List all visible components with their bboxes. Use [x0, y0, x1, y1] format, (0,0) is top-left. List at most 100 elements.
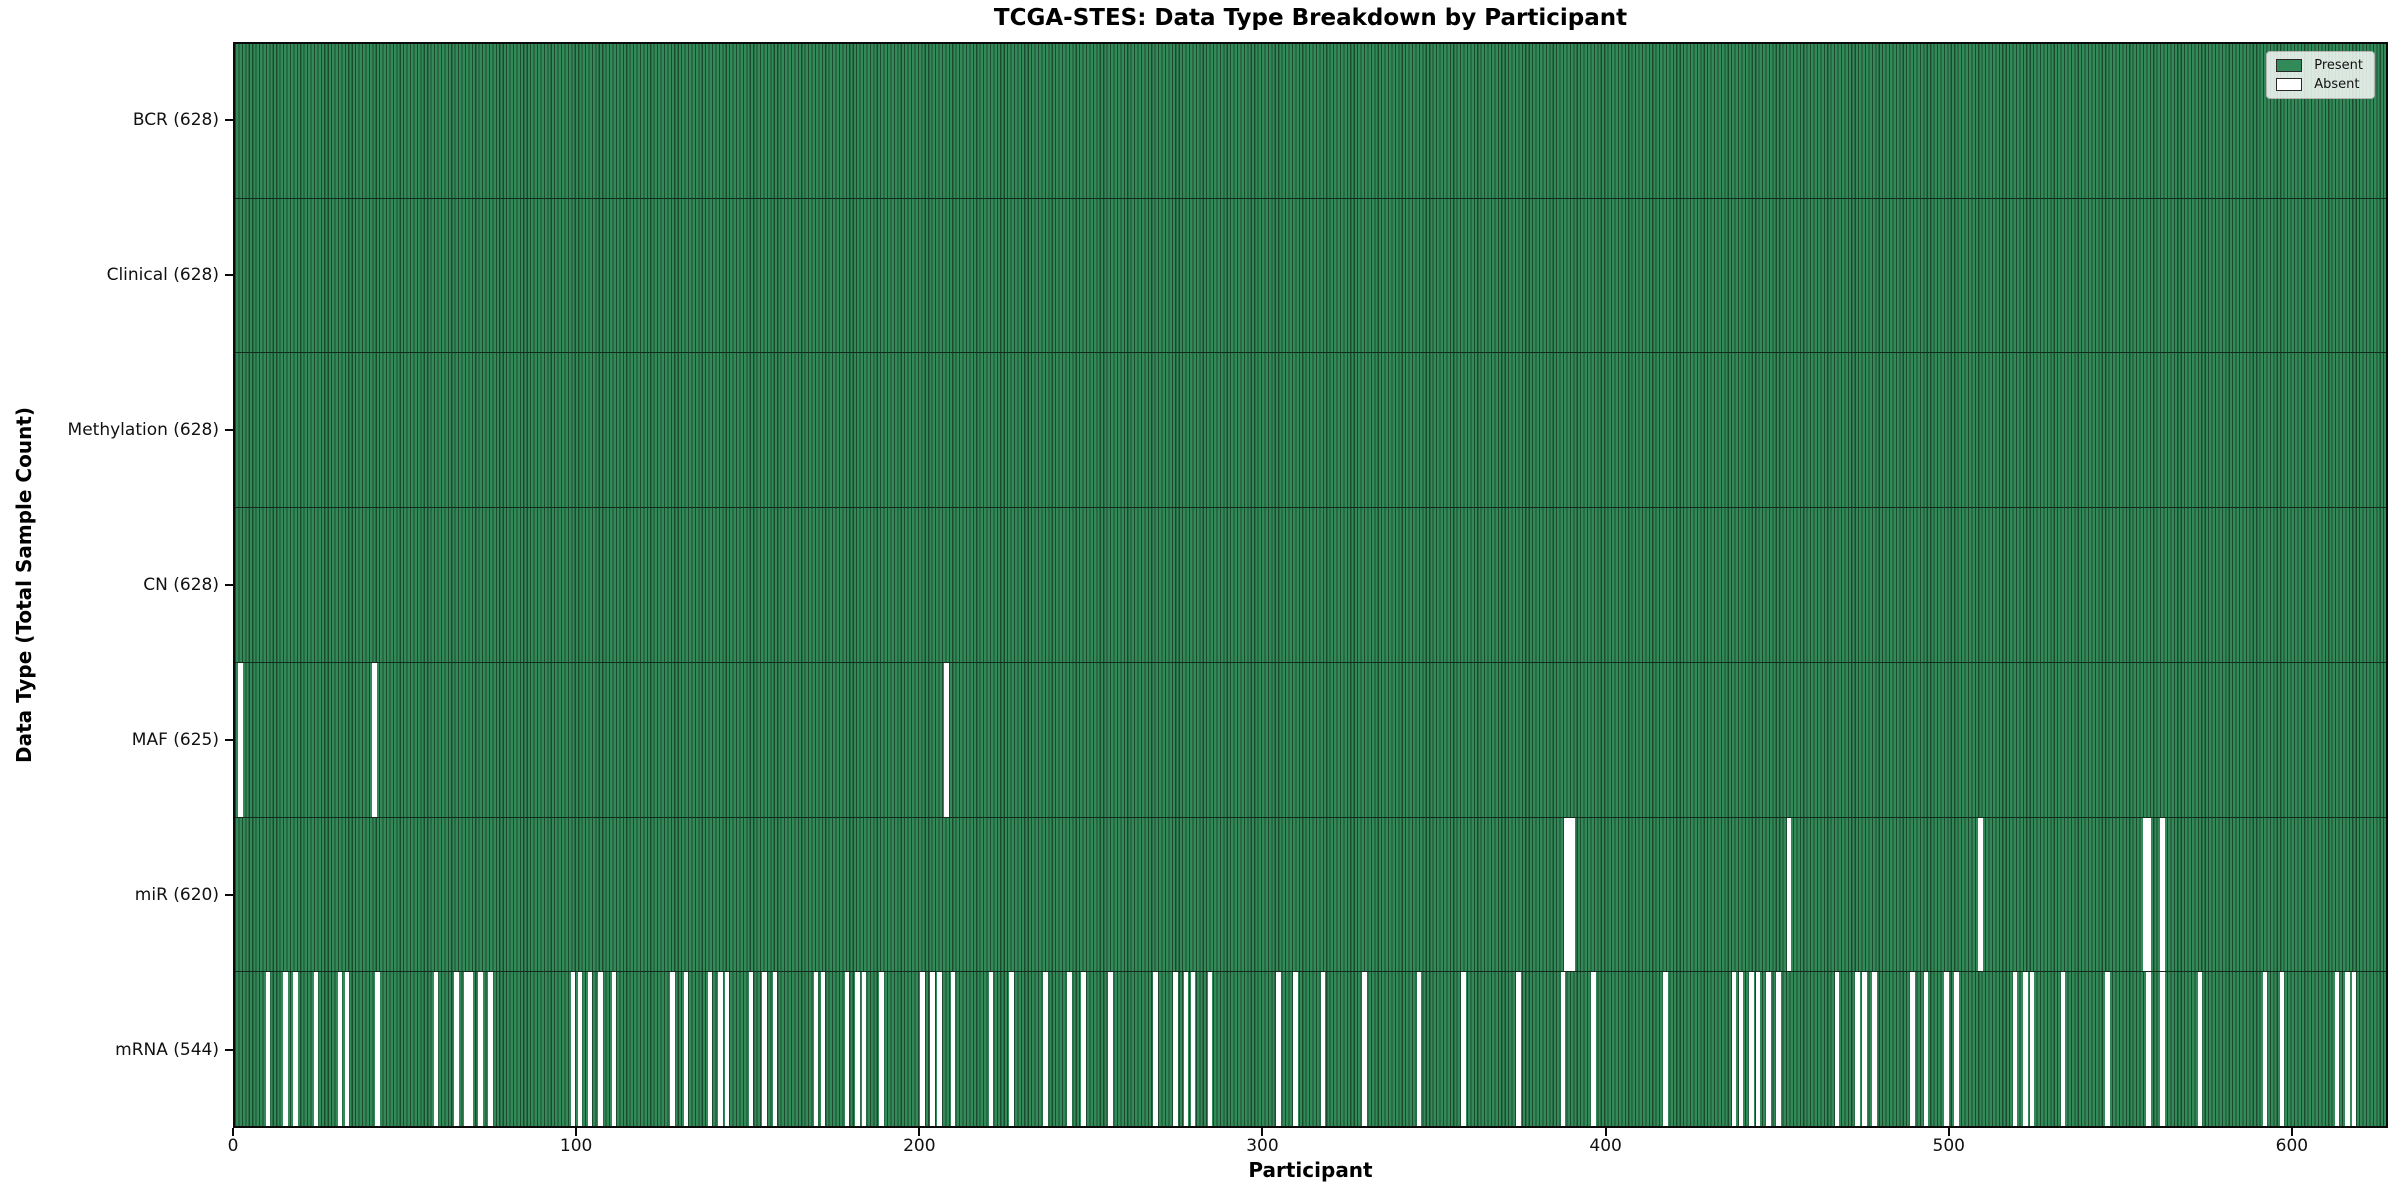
absent-gap [1861, 972, 1867, 1127]
y-tick-mark [225, 428, 233, 431]
y-tick-mark [225, 739, 233, 742]
absent-gap [464, 972, 470, 1127]
row-band-maf [235, 662, 2386, 818]
x-tick-mark [1261, 1128, 1264, 1136]
absent-gap [1834, 972, 1840, 1127]
absent-gap [1293, 972, 1298, 1127]
absent-gap [488, 972, 494, 1127]
absent-gap [2146, 972, 2151, 1127]
row-band-cn [235, 508, 2386, 663]
absent-gap [1081, 972, 1086, 1127]
y-tick-mark [225, 273, 233, 276]
plot-area: Present Absent [233, 42, 2388, 1128]
y-tick-label-clinical: Clinical (628) [106, 264, 219, 285]
absent-gap [1567, 817, 1572, 972]
absent-gap [2105, 972, 2110, 1127]
absent-gap [1276, 972, 1281, 1127]
absent-gap [1570, 817, 1576, 972]
legend-label-absent: Absent [2314, 77, 2360, 92]
absent-gap [1978, 817, 1984, 972]
absent-gap [1516, 972, 1521, 1127]
y-tick-mark [225, 894, 233, 897]
absent-gap [2262, 972, 2268, 1127]
absent-gap [1173, 972, 1179, 1127]
absent-gap [1190, 972, 1196, 1127]
absent-gap [1207, 972, 1213, 1127]
absent-gap [433, 972, 439, 1127]
absent-gap [282, 972, 288, 1127]
absent-gap [467, 972, 473, 1127]
absent-gap [2142, 817, 2148, 972]
y-tick-label-methylation: Methylation (628) [67, 419, 219, 440]
absent-gap [707, 972, 713, 1127]
row-band-mrna [235, 972, 2386, 1127]
present-swatch-icon [2276, 59, 2303, 72]
absent-gap [1320, 972, 1326, 1127]
absent-gap [2351, 972, 2357, 1127]
absent-gap [2334, 972, 2340, 1127]
absent-gap [717, 972, 723, 1127]
y-tick-mark [225, 118, 233, 121]
absent-gap [2012, 972, 2018, 1127]
absent-gap [1872, 972, 1877, 1127]
absent-gap [372, 662, 377, 817]
x-axis-label: Participant [1248, 1158, 1373, 1182]
x-tick-mark [232, 1128, 234, 1136]
x-tick-mark [1947, 1128, 1950, 1136]
row-band-bcr [235, 44, 2386, 199]
x-tick-mark [575, 1128, 578, 1136]
absent-gap [813, 972, 819, 1127]
row-band-mir [235, 817, 2386, 973]
absent-gap [2279, 972, 2285, 1127]
absent-gap [1663, 972, 1668, 1127]
absent-gap [1461, 972, 1466, 1127]
absent-gap [1786, 817, 1792, 972]
absent-gap [878, 972, 884, 1127]
chart-title: TCGA-STES: Data Type Breakdown by Partic… [993, 5, 1628, 31]
legend-item-absent: Absent [2276, 78, 2363, 91]
absent-gap [930, 972, 935, 1127]
absent-gap [577, 972, 583, 1127]
absent-gap [1954, 972, 1960, 1127]
y-tick-label-bcr: BCR (628) [132, 109, 219, 130]
absent-gap [344, 972, 350, 1127]
absent-gap [2159, 972, 2165, 1127]
x-tick-label-600: 600 [2275, 1136, 2309, 1156]
absent-gap [1748, 972, 1754, 1127]
absent-gap [238, 662, 244, 817]
absent-gap [265, 972, 271, 1127]
absent-gap [1183, 972, 1189, 1127]
legend-item-present: Present [2276, 59, 2363, 72]
absent-gap [920, 972, 925, 1127]
absent-gap [598, 972, 603, 1127]
x-tick-label-100: 100 [559, 1136, 593, 1156]
absent-gap [1361, 972, 1367, 1127]
y-tick-label-mrna: mRNA (544) [115, 1040, 219, 1061]
absent-gap [950, 972, 956, 1127]
absent-gap [2197, 972, 2203, 1127]
x-tick-mark [1604, 1128, 1607, 1136]
absent-gap [454, 972, 459, 1127]
absent-gap [1152, 972, 1158, 1127]
row-band-clinical [235, 198, 2386, 354]
y-tick-mark [225, 1049, 233, 1052]
absent-gap [1755, 972, 1761, 1127]
absent-gap [854, 972, 860, 1127]
absent-gap [683, 972, 689, 1127]
absent-gap [2159, 817, 2165, 972]
absent-gap [1738, 972, 1744, 1127]
absent-gap [820, 972, 826, 1127]
absent-gap [293, 972, 298, 1127]
absent-gap [1909, 972, 1915, 1127]
absent-gap [1855, 972, 1860, 1127]
legend-label-present: Present [2314, 58, 2363, 73]
x-tick-mark [918, 1128, 921, 1136]
absent-gap [1731, 972, 1737, 1127]
legend: Present Absent [2266, 51, 2375, 99]
row-band-methylation [235, 353, 2386, 509]
absent-gap [861, 972, 867, 1127]
absent-swatch-icon [2276, 78, 2303, 91]
absent-gap [1108, 972, 1114, 1127]
y-tick-label-maf: MAF (625) [131, 730, 219, 751]
